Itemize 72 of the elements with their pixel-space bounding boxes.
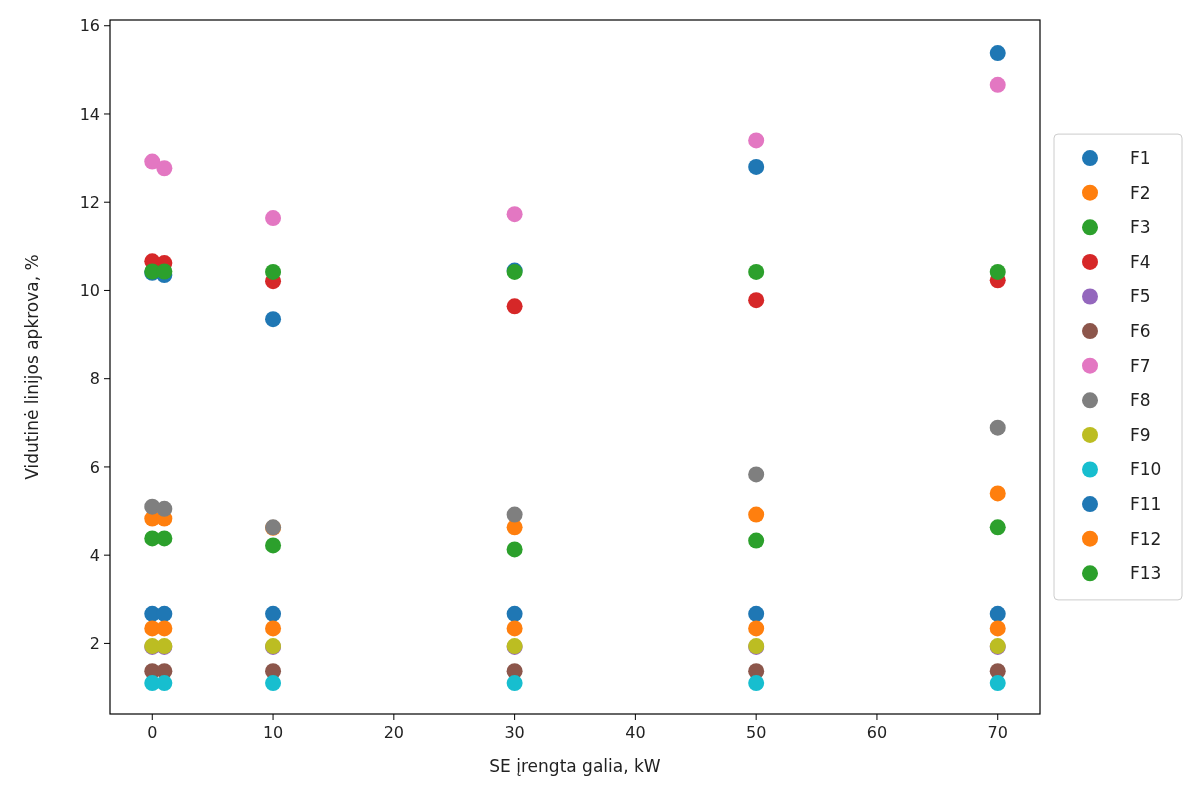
point	[265, 620, 282, 637]
point	[748, 532, 765, 549]
y-tick-label: 2	[89, 634, 100, 654]
point	[265, 537, 282, 554]
legend-label: F4	[1130, 251, 1151, 272]
point	[506, 675, 523, 692]
point	[989, 675, 1006, 692]
legend-label: F2	[1130, 182, 1151, 203]
point	[989, 620, 1006, 637]
point	[506, 298, 523, 315]
point	[989, 485, 1006, 502]
point	[156, 500, 173, 517]
x-tick-label: 20	[383, 723, 405, 742]
point	[265, 605, 282, 622]
point	[989, 419, 1006, 436]
legend-label: F8	[1130, 390, 1151, 411]
point	[265, 263, 282, 280]
legend-label: F1	[1130, 148, 1151, 169]
point	[748, 466, 765, 483]
legend-label: F3	[1130, 217, 1151, 238]
legend-label: F7	[1130, 355, 1151, 376]
point	[265, 675, 282, 692]
point	[506, 541, 523, 558]
point	[156, 263, 173, 280]
legend-label: F10	[1130, 459, 1162, 480]
point	[156, 530, 173, 547]
point	[156, 620, 173, 637]
point	[748, 263, 765, 280]
y-tick-label: 14	[79, 104, 100, 124]
point	[989, 519, 1006, 536]
point	[748, 605, 765, 622]
point	[506, 206, 523, 223]
point	[989, 76, 1006, 93]
point	[156, 605, 173, 622]
point	[748, 620, 765, 637]
legend-label: F12	[1130, 528, 1162, 549]
legend-label: F5	[1130, 286, 1151, 307]
point	[748, 675, 765, 692]
point	[989, 605, 1006, 622]
y-tick-label: 6	[89, 457, 100, 477]
y-tick-label: 8	[89, 369, 100, 389]
x-tick-label: 30	[504, 723, 525, 742]
x-tick-label: 70	[987, 723, 1008, 742]
x-tick-label: 60	[866, 723, 888, 742]
point	[748, 506, 765, 523]
point	[748, 132, 765, 149]
x-tick-label: 40	[625, 723, 646, 742]
point	[748, 158, 765, 175]
x-tick-label: 10	[262, 723, 284, 742]
legend-label: F11	[1130, 494, 1162, 515]
legend-label: F13	[1130, 563, 1162, 584]
y-axis-title: Vidutinė linijos apkrova, %	[22, 254, 42, 480]
y-tick-label: 10	[79, 281, 100, 301]
point	[156, 675, 173, 692]
point	[506, 605, 523, 622]
x-axis-title: SE įrengta galia, kW	[489, 756, 661, 776]
point	[989, 263, 1006, 280]
point	[265, 210, 282, 227]
point	[989, 45, 1006, 62]
x-tick-label: 50	[745, 723, 767, 742]
point	[506, 506, 523, 523]
y-tick-label: 4	[89, 545, 100, 565]
legend-label: F6	[1130, 321, 1151, 342]
point	[506, 620, 523, 637]
point	[265, 311, 282, 328]
y-tick-label: 16	[79, 16, 100, 36]
point	[748, 292, 765, 309]
point	[156, 160, 173, 177]
point	[144, 153, 161, 170]
y-tick-label: 12	[79, 192, 100, 212]
legend-label: F9	[1130, 424, 1151, 445]
x-tick-label: 0	[147, 723, 158, 742]
